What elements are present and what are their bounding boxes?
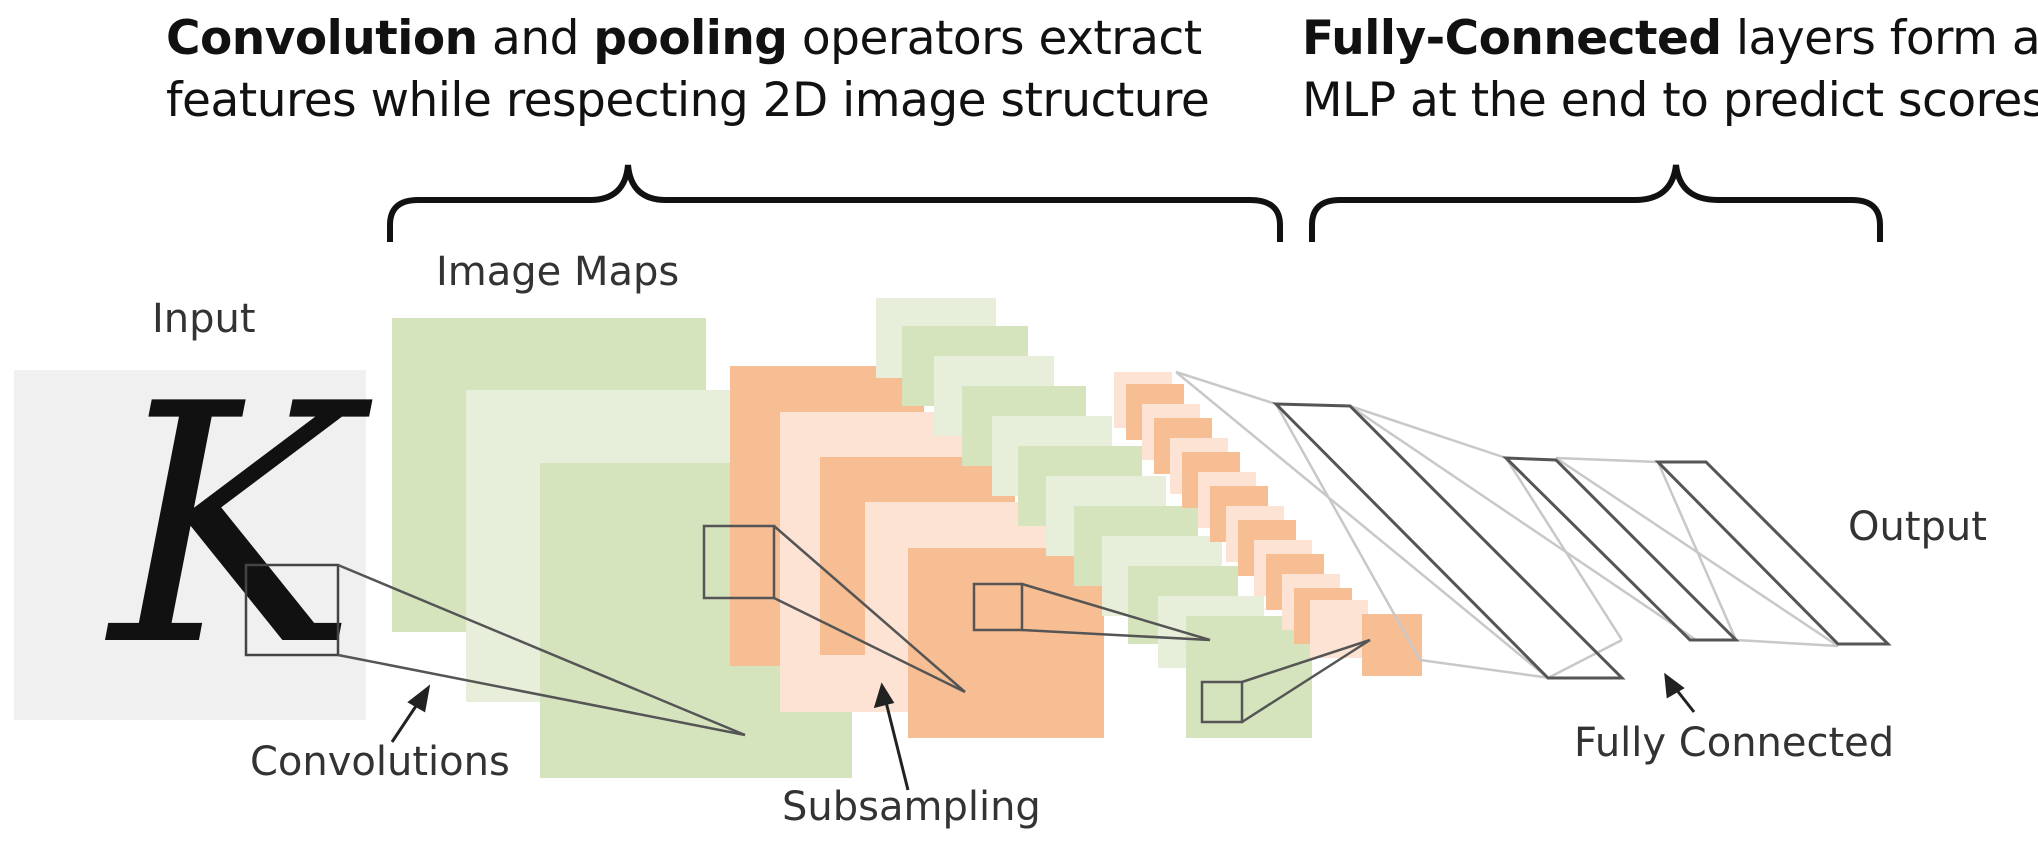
pool2-stack [1114, 372, 1422, 676]
input-letter: K [105, 334, 373, 718]
arrow-head [1664, 672, 1685, 699]
arrow-head [873, 682, 895, 709]
convolutions-label: Convolutions [250, 739, 510, 785]
subsampling-label: Subsampling [782, 784, 1041, 830]
fc-layer-1 [1272, 402, 1626, 680]
caption-line-2: features while respecting 2D image struc… [166, 73, 1210, 128]
pooled-map [908, 548, 1104, 738]
caption-text: layers form an [1721, 11, 2038, 66]
fc-layer-2 [1502, 456, 1740, 642]
conv-pool-caption: Convolution and pooling operators extrac… [166, 8, 1210, 132]
fc-layer-3 [1654, 460, 1892, 646]
fc-brace [1309, 164, 1883, 242]
projection-lines [337, 524, 1371, 737]
image-maps-label: Image Maps [436, 249, 679, 295]
convolution-term: Convolution [166, 11, 478, 66]
caption-line-1: Convolution and pooling operators extrac… [166, 8, 1209, 70]
caption-line-2: MLP at the end to predict scores [1302, 73, 2038, 128]
input-label: Input [152, 296, 256, 342]
output-label: Output [1848, 504, 1987, 550]
caption-text: and [477, 11, 594, 66]
caption-text: operators extract [787, 11, 1202, 66]
fc-connections [1175, 370, 1839, 680]
input-image [14, 370, 366, 720]
fc-caption: Fully-Connected layers form an MLP at th… [1302, 8, 2038, 132]
fully-connected-term: Fully-Connected [1302, 11, 1722, 66]
fc-layers [1272, 402, 1892, 680]
fully-connected-label: Fully Connected [1574, 720, 1894, 766]
label-arrows [390, 672, 1696, 791]
conv-brace [387, 164, 1283, 242]
caption-line-1: Fully-Connected layers form an [1302, 8, 2038, 70]
input-patch [244, 563, 340, 657]
arrow-head [407, 684, 431, 713]
pooling-term: pooling [593, 11, 788, 66]
